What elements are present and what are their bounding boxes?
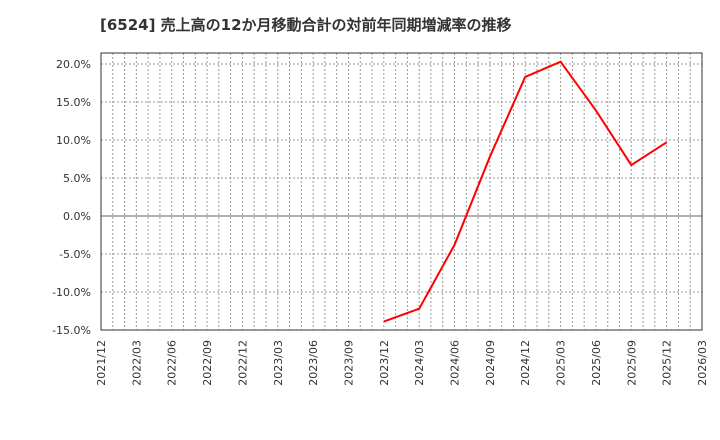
x-tick-label: 2024/06 [449,340,462,386]
x-tick-label: 2023/06 [307,340,320,386]
y-tick-label: -15.0% [52,324,91,337]
y-tick-label: 0.0% [63,210,91,223]
y-tick-label: 10.0% [56,134,91,147]
x-tick-label: 2023/03 [272,340,285,386]
chart-title: [6524] 売上高の12か月移動合計の対前年同期増減率の推移 [100,16,512,34]
x-tick-label: 2025/12 [661,340,674,386]
x-tick-label: 2024/09 [484,340,497,386]
x-axis-ticks: 2021/12 2022/03 2022/06 2022/09 2022/12 2023/… [95,340,709,386]
x-tick-label: 2025/09 [625,340,638,386]
x-tick-label: 2026/03 [696,340,709,386]
x-tick-label: 2024/03 [413,340,426,386]
y-tick-label: -5.0% [59,248,91,261]
x-tick-label: 2023/09 [342,340,355,386]
y-tick-label: -10.0% [52,286,91,299]
data-series [383,60,668,323]
x-tick-label: 2024/12 [519,340,532,386]
x-tick-label: 2022/09 [201,340,214,386]
x-tick-label: 2025/03 [555,340,568,386]
x-tick-label: 2022/12 [236,340,249,386]
y-tick-label: 20.0% [56,58,91,71]
x-tick-label: 2022/03 [130,340,143,386]
y-tick-label: 15.0% [56,96,91,109]
plot-frame [100,52,703,331]
series-line [383,60,668,323]
x-tick-label: 2021/12 [95,340,108,386]
y-tick-label: 5.0% [63,172,91,185]
x-tick-label: 2023/12 [378,340,391,386]
x-tick-label: 2022/06 [166,340,179,386]
x-tick-label: 2025/06 [590,340,603,386]
y-axis-ticks: 20.0% 15.0% 10.0% 5.0% 0.0% -5.0% -10.0% -15.0% [52,58,91,337]
gridlines [101,53,702,330]
